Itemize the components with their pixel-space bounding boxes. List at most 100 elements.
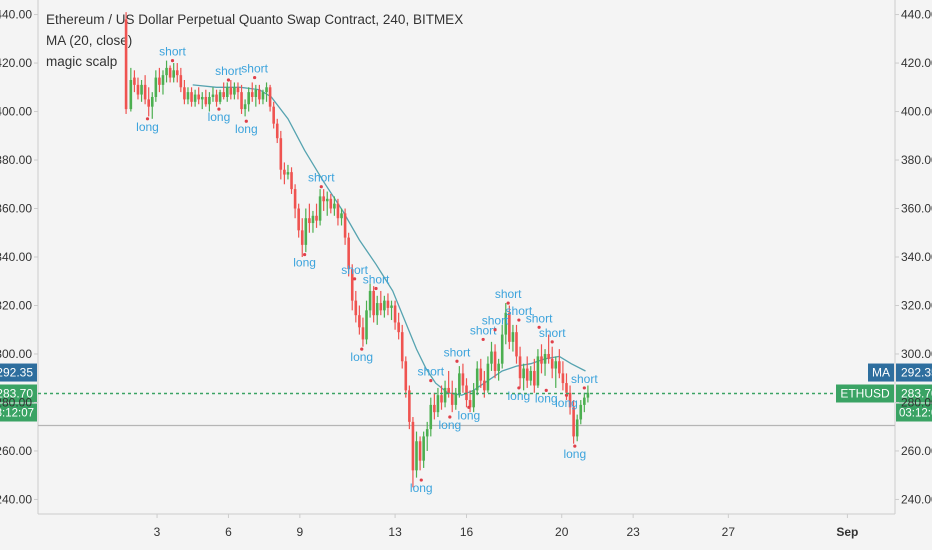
candle-body <box>290 172 293 190</box>
candle <box>458 366 461 398</box>
short-signal-label: short <box>241 62 268 76</box>
candle <box>375 295 379 325</box>
y-tick-label-left: 300.00 <box>0 347 32 361</box>
candle-body <box>150 96 154 107</box>
short-signal-label: short <box>470 323 497 337</box>
candle <box>572 400 575 444</box>
long-signal-label: long <box>136 120 159 134</box>
candle <box>568 385 572 415</box>
candle-body <box>200 96 204 100</box>
short-signal-dot <box>506 301 510 305</box>
candle-body <box>211 94 215 97</box>
candle-body <box>297 208 300 231</box>
candle <box>554 356 558 388</box>
candle-body <box>558 361 561 374</box>
short-signal-dot <box>582 386 586 390</box>
candle <box>290 167 293 194</box>
long-signal-dot <box>217 107 221 111</box>
candle-body <box>511 332 515 342</box>
candle <box>272 101 275 129</box>
candle <box>504 303 508 345</box>
candle <box>443 380 447 408</box>
candle-body <box>250 92 254 97</box>
y-tick-label-left: 360.00 <box>0 202 32 216</box>
right-countdown-label: 03:12:07 <box>899 408 932 420</box>
y-tick-label-left: 340.00 <box>0 250 32 264</box>
left-countdown-badge <box>0 403 37 422</box>
candle <box>486 356 490 393</box>
candle-body <box>472 390 475 408</box>
candle-body <box>247 92 250 105</box>
candle-body <box>468 400 472 408</box>
candle-body <box>240 92 243 110</box>
candle <box>547 334 550 364</box>
short-signal-label: short <box>363 273 390 287</box>
candle <box>500 324 504 369</box>
long-signal-label: long <box>458 408 481 422</box>
candle <box>508 305 511 350</box>
candle-body <box>143 84 147 100</box>
y-tick-label-right: 300.00 <box>901 347 932 361</box>
short-signal-label: short <box>571 372 598 386</box>
long-signal-dot <box>145 117 150 121</box>
y-axis-left[interactable]: 240.00 260.00 280.00 300.00 320.00 340.00 360.… <box>0 8 38 507</box>
x-axis[interactable]: 3 6 9 13 16 20 23 27 Sep <box>154 514 859 539</box>
candle-body <box>265 87 268 93</box>
candle <box>411 417 415 488</box>
short-signal-dot <box>517 318 521 322</box>
candle <box>308 203 311 233</box>
candle <box>386 293 390 316</box>
y-tick-label-right: 400.00 <box>901 105 932 119</box>
y-tick-label-right: 420.00 <box>901 56 932 70</box>
candle-body <box>222 92 225 97</box>
y-tick-label-left: 420.00 <box>0 56 32 70</box>
candle-body <box>415 441 418 471</box>
long-signal-dot <box>573 444 577 448</box>
long-signal-dot <box>564 393 569 397</box>
candle <box>233 82 236 100</box>
candle <box>225 82 229 102</box>
candle-body <box>375 303 379 316</box>
candle-body <box>411 421 415 471</box>
candle <box>408 385 411 430</box>
candle-body <box>393 305 397 323</box>
candle-body <box>479 368 483 381</box>
candle-body <box>218 92 222 102</box>
long-signal-label: long <box>208 110 231 124</box>
candle-body <box>124 19 128 110</box>
candle <box>193 89 197 107</box>
candle <box>322 189 325 211</box>
short-signal-label: short <box>444 345 471 359</box>
candle-body <box>529 370 533 381</box>
candle-body <box>497 363 500 371</box>
right-countdown-badge <box>896 403 932 422</box>
candle-body <box>525 368 529 381</box>
candle <box>154 70 158 102</box>
candle <box>197 87 200 105</box>
long-signal-dot <box>467 405 471 409</box>
candle-body <box>572 407 575 437</box>
candle-body <box>208 96 211 105</box>
right-price-badge-label: 292.35 <box>901 366 932 380</box>
candle-body <box>518 356 522 379</box>
candle-body <box>329 198 333 209</box>
short-signal-dot <box>170 59 175 63</box>
candle <box>297 203 300 238</box>
candle <box>150 92 154 119</box>
right-price-badge <box>896 363 932 382</box>
y-tick-label-left: 280.00 <box>0 395 32 409</box>
candle <box>543 349 547 376</box>
candle-body <box>233 87 236 95</box>
candle <box>422 431 425 468</box>
ethusd-tag-label: ETHUSD <box>840 387 890 401</box>
left-price-badge <box>0 363 37 382</box>
candle <box>208 92 211 112</box>
short-signal-label: short <box>506 304 533 318</box>
candle-body <box>272 106 275 124</box>
y-axis-right[interactable]: 240.00 260.00 280.00 300.00 320.00 340.00 360.… <box>895 8 932 507</box>
candle-body <box>568 392 572 408</box>
price-lines-layer: 292.35 292.35 MA 283.70 283.70 ETHUSD 03:12:07… <box>0 363 932 422</box>
candle <box>472 383 475 413</box>
